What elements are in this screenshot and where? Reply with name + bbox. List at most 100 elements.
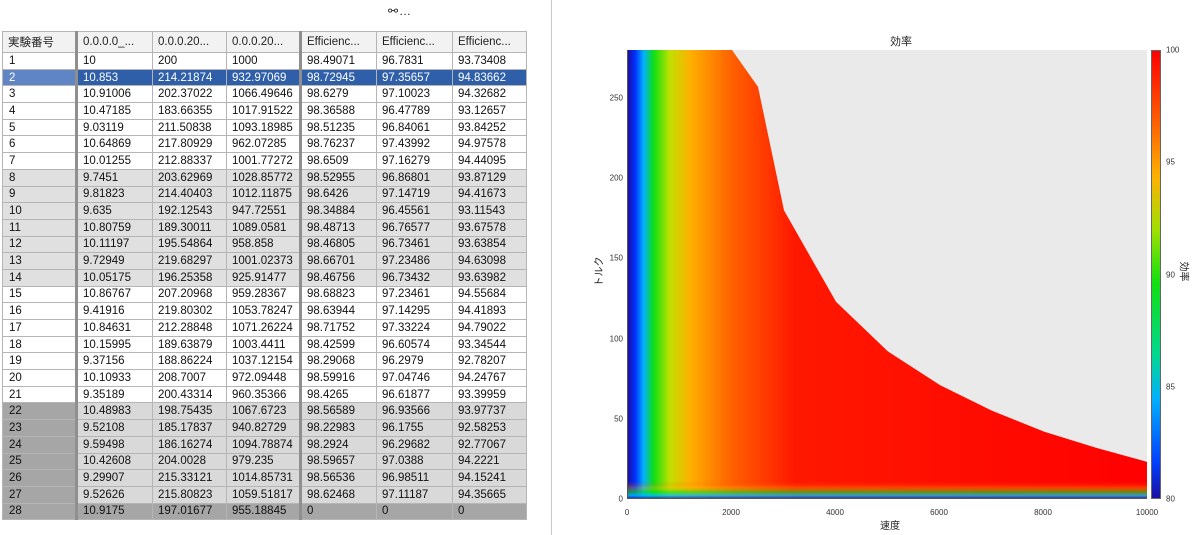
table-row[interactable]: 24 9.59498 186.16274 1094.78874 98.2924 96.29…: [2, 435, 527, 454]
table-cell[interactable]: 1053.78247: [226, 302, 302, 320]
table-row[interactable]: 28 10.9175 197.01677 955.18845 0 0 0: [2, 502, 527, 521]
table-cell[interactable]: 93.97737: [452, 402, 527, 421]
table-cell[interactable]: 97.33224: [376, 319, 453, 337]
table-cell[interactable]: 215.33121: [152, 469, 227, 487]
table-cell[interactable]: 203.62969: [152, 168, 227, 187]
row-number-cell[interactable]: 17: [2, 319, 78, 337]
table-cell[interactable]: 98.46756: [300, 268, 377, 287]
row-number-cell[interactable]: 7: [2, 152, 78, 170]
table-cell[interactable]: 1093.18985: [226, 118, 302, 137]
table-cell[interactable]: 98.59916: [300, 369, 377, 387]
table-row[interactable]: 8 9.7451 203.62969 1028.85772 98.52955 96.868…: [2, 168, 527, 187]
row-number-cell[interactable]: 13: [2, 252, 78, 270]
table-cell[interactable]: 94.79022: [452, 319, 527, 337]
row-number-cell[interactable]: 10: [2, 202, 78, 220]
row-number-cell[interactable]: 27: [2, 485, 78, 504]
row-number-cell[interactable]: 4: [2, 102, 78, 120]
table-cell[interactable]: 0: [376, 502, 453, 521]
table-cell[interactable]: 186.16274: [152, 435, 227, 454]
table-cell[interactable]: 211.50838: [152, 118, 227, 137]
table-cell[interactable]: 98.72945: [300, 68, 377, 87]
table-cell[interactable]: 9.52626: [76, 485, 153, 504]
table-row[interactable]: 6 10.64869 217.80929 962.07285 98.76237 97.43…: [2, 135, 527, 154]
table-cell[interactable]: 195.54864: [152, 235, 227, 254]
table-cell[interactable]: 212.28848: [152, 319, 227, 337]
table-cell[interactable]: 10.01255: [76, 152, 153, 170]
table-cell[interactable]: 10.05175: [76, 268, 153, 287]
table-cell[interactable]: 10.11197: [76, 235, 153, 254]
row-number-cell[interactable]: 8: [2, 168, 78, 187]
table-cell[interactable]: 98.49071: [300, 52, 377, 70]
table-row[interactable]: 17 10.84631 212.28848 1071.26224 98.71752 97.…: [2, 319, 527, 337]
table-row[interactable]: 20 10.10933 208.7007 972.09448 98.59916 97.04…: [2, 369, 527, 387]
table-cell[interactable]: 97.23486: [376, 252, 453, 270]
row-number-cell[interactable]: 19: [2, 352, 78, 371]
table-cell[interactable]: 92.78207: [452, 352, 527, 371]
table-cell[interactable]: 10.64869: [76, 135, 153, 154]
table-cell[interactable]: 94.97578: [452, 135, 527, 154]
table-row[interactable]: 14 10.05175 196.25358 925.91477 98.46756 96.7…: [2, 268, 527, 287]
table-cell[interactable]: 10.10933: [76, 369, 153, 387]
table-cell[interactable]: 10.15995: [76, 335, 153, 354]
table-cell[interactable]: 98.48713: [300, 218, 377, 237]
table-cell[interactable]: 1094.78874: [226, 435, 302, 454]
table-cell[interactable]: 98.22983: [300, 419, 377, 437]
table-cell[interactable]: 10.91006: [76, 85, 153, 104]
table-cell[interactable]: 192.12543: [152, 202, 227, 220]
table-row[interactable]: 25 10.42608 204.0028 979.235 98.59657 97.0388…: [2, 452, 527, 471]
table-cell[interactable]: 9.37156: [76, 352, 153, 371]
row-number-cell[interactable]: 12: [2, 235, 78, 254]
table-cell[interactable]: 10.86767: [76, 285, 153, 304]
table-row[interactable]: 4 10.47185 183.66355 1017.91522 98.36588 96.4…: [2, 102, 527, 120]
table-cell[interactable]: 9.52108: [76, 419, 153, 437]
table-cell[interactable]: 92.77067: [452, 435, 527, 454]
table-cell[interactable]: 93.84252: [452, 118, 527, 137]
table-cell[interactable]: 196.25358: [152, 268, 227, 287]
table-cell[interactable]: 215.80823: [152, 485, 227, 504]
table-row[interactable]: 1 10 200 1000 98.49071 96.7831 93.73408: [2, 52, 527, 70]
table-cell[interactable]: 93.12657: [452, 102, 527, 120]
table-cell[interactable]: 9.41916: [76, 302, 153, 320]
row-number-cell[interactable]: 22: [2, 402, 78, 421]
row-number-cell[interactable]: 3: [2, 85, 78, 104]
table-cell[interactable]: 97.0388: [376, 452, 453, 471]
table-cell[interactable]: 93.67578: [452, 218, 527, 237]
table-cell[interactable]: 96.73432: [376, 268, 453, 287]
table-row[interactable]: 22 10.48983 198.75435 1067.6723 98.56589 96.9…: [2, 402, 527, 421]
table-cell[interactable]: 1037.12154: [226, 352, 302, 371]
table-cell[interactable]: 96.1755: [376, 419, 453, 437]
table-cell[interactable]: 958.858: [226, 235, 302, 254]
table-cell[interactable]: 98.52955: [300, 168, 377, 187]
row-number-cell[interactable]: 1: [2, 52, 78, 70]
row-number-cell[interactable]: 6: [2, 135, 78, 154]
table-cell[interactable]: 93.34544: [452, 335, 527, 354]
table-cell[interactable]: 97.43992: [376, 135, 453, 154]
table-row[interactable]: 19 9.37156 188.86224 1037.12154 98.29068 96.2…: [2, 352, 527, 371]
table-row[interactable]: 26 9.29907 215.33121 1014.85731 98.56536 96.9…: [2, 469, 527, 487]
table-cell[interactable]: 98.42599: [300, 335, 377, 354]
table-cell[interactable]: 98.71752: [300, 319, 377, 337]
table-cell[interactable]: 9.635: [76, 202, 153, 220]
table-row[interactable]: 11 10.80759 189.30011 1089.0581 98.48713 96.7…: [2, 218, 527, 237]
table-cell[interactable]: 98.62468: [300, 485, 377, 504]
table-cell[interactable]: 959.28367: [226, 285, 302, 304]
table-cell[interactable]: 93.63982: [452, 268, 527, 287]
table-cell[interactable]: 1012.11875: [226, 185, 302, 204]
table-cell[interactable]: 94.44095: [452, 152, 527, 170]
table-cell[interactable]: 219.68297: [152, 252, 227, 270]
table-cell[interactable]: 200.43314: [152, 385, 227, 404]
table-cell[interactable]: 94.41673: [452, 185, 527, 204]
table-row[interactable]: 27 9.52626 215.80823 1059.51817 98.62468 97.1…: [2, 485, 527, 504]
table-cell[interactable]: 94.41893: [452, 302, 527, 320]
data-table[interactable]: 実験番号 0.0.0.0_... 0.0.0.20... 0.0.0.20...…: [2, 31, 527, 521]
table-cell[interactable]: 10.84631: [76, 319, 153, 337]
table-row[interactable]: 2 10.853 214.21874 932.97069 98.72945 97.3565…: [2, 68, 527, 87]
row-number-cell[interactable]: 25: [2, 452, 78, 471]
table-row[interactable]: 7 10.01255 212.88337 1001.77272 98.6509 97.16…: [2, 152, 527, 170]
table-cell[interactable]: 10.47185: [76, 102, 153, 120]
table-cell[interactable]: 1001.77272: [226, 152, 302, 170]
row-number-cell[interactable]: 28: [2, 502, 78, 521]
table-cell[interactable]: 1003.4411: [226, 335, 302, 354]
table-row[interactable]: 18 10.15995 189.63879 1003.4411 98.42599 96.6…: [2, 335, 527, 354]
table-cell[interactable]: 1071.26224: [226, 319, 302, 337]
